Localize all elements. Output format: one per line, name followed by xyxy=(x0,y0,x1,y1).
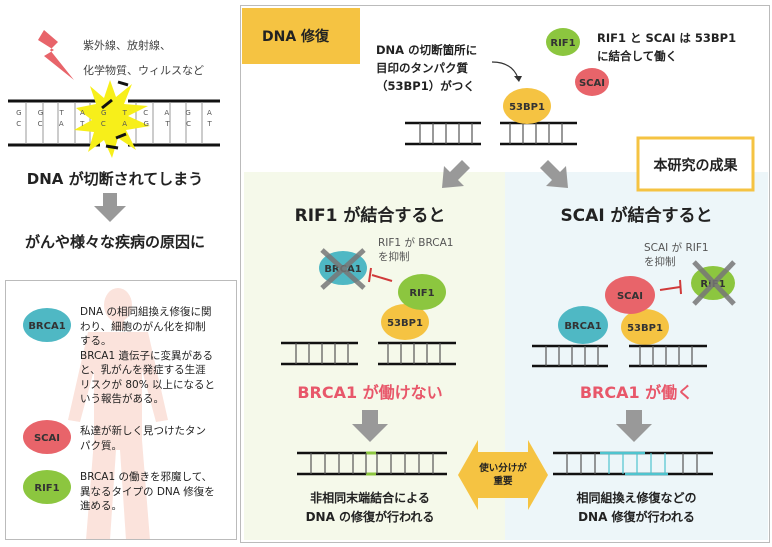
dna-base: A xyxy=(164,109,170,117)
right-status: BRCA1 が働く xyxy=(579,383,694,402)
legend-proteins: BRCA1 SCAI RIF1 xyxy=(23,308,71,504)
legend-line: DNA の相同組換え修復に関 xyxy=(80,306,212,318)
legend-line: BRCA1 の働きを邪魔して、 xyxy=(80,471,213,483)
right-heading: SCAI が結合すると xyxy=(560,206,713,226)
svg-text:SCAI: SCAI xyxy=(34,433,60,444)
dna-base: C xyxy=(100,120,106,128)
balance-line: 使い分けが xyxy=(479,463,527,474)
left-inhibit-text: RIF1 が BRCA1 を抑制 xyxy=(378,236,453,264)
right-outcome: 相同組換え修復などの DNA 修復が行われる xyxy=(505,489,768,527)
inhibit-line: RIF1 が BRCA1 xyxy=(378,237,454,249)
dna-base: C xyxy=(16,120,22,128)
right-inhibit-text: SCAI が RIF1 を抑制 xyxy=(644,241,709,269)
down-arrow-icon xyxy=(352,410,388,442)
svg-text:RIF1: RIF1 xyxy=(34,483,59,494)
legend-line: わり、細胞のがん化を抑制 xyxy=(80,320,206,333)
marker-text: DNA の切断箇所に 目印のタンパク質 （53BP1）がつく xyxy=(376,41,477,95)
marker-line: 目印のタンパク質 xyxy=(376,61,468,75)
svg-text:SCAI: SCAI xyxy=(579,78,605,89)
double-arrow-icon xyxy=(458,440,548,510)
legend-line: パク質。 xyxy=(80,439,122,452)
result-badge: 本研究の成果 xyxy=(653,158,738,174)
dna-base: T xyxy=(122,109,127,117)
legend-line: 進める。 xyxy=(80,500,122,512)
legend-line: 異なるタイプの DNA 修復を xyxy=(80,485,215,498)
svg-text:RIF1: RIF1 xyxy=(550,38,575,49)
dna-base: G xyxy=(16,109,22,117)
marker-line: DNA の切断箇所に xyxy=(376,43,478,57)
balance-line: 重要 xyxy=(493,476,513,487)
dna-base: T xyxy=(59,109,64,117)
right-pathway-panel xyxy=(505,172,768,540)
down-arrow-icon xyxy=(94,193,126,222)
legend-line: する。 xyxy=(80,335,112,347)
repair-title: DNA 修復 xyxy=(262,29,330,45)
dna-base: G xyxy=(37,109,44,117)
svg-text:SCAI: SCAI xyxy=(617,291,643,302)
crossed-out-icon xyxy=(692,260,736,306)
inhibit-icon xyxy=(368,267,393,283)
dna-base: G xyxy=(143,120,149,128)
svg-text:53BP1: 53BP1 xyxy=(627,323,663,334)
lightning-icon xyxy=(38,30,74,80)
dna-base: A xyxy=(207,109,212,117)
arrow-down-left-icon xyxy=(442,160,470,188)
down-arrow-icon xyxy=(616,410,652,442)
binding-line: RIF1 と SCAI は 53BP1 xyxy=(597,31,737,45)
svg-text:53BP1: 53BP1 xyxy=(509,102,545,113)
binding-text: RIF1 と SCAI は 53BP1 に結合して働く xyxy=(597,29,736,65)
break-starburst-icon xyxy=(74,80,150,158)
inhibit-line: を抑制 xyxy=(378,251,410,263)
dna-cut-text: DNA が切断されてしまう xyxy=(26,170,204,188)
legend-box xyxy=(5,280,237,540)
dna-base: G xyxy=(185,109,191,117)
binding-line: に結合して働く xyxy=(597,49,678,63)
dna-ladder-broken xyxy=(8,99,220,147)
causes-line-1: 紫外線、放射線、 xyxy=(83,39,171,52)
dna-base: T xyxy=(207,120,212,128)
human-silhouette xyxy=(68,288,168,540)
inhibit-line: を抑制 xyxy=(644,256,676,268)
balance-text: 使い分けが 重要 xyxy=(470,462,536,488)
left-heading: RIF1 が結合すると xyxy=(294,206,446,226)
marker-line: （53BP1）がつく xyxy=(376,79,475,93)
legend-line: 私達が新しく見つけたタン xyxy=(80,425,206,437)
legend-rif1-text: BRCA1 の働きを邪魔して、 異なるタイプの DNA 修復を 進める。 xyxy=(80,470,215,514)
outcome-line: 相同組換え修復などの xyxy=(576,491,697,505)
dna-base: C xyxy=(143,109,149,117)
left-outcome: 非相同末端結合による DNA の修復が行われる xyxy=(244,489,496,527)
outcome-line: DNA の修復が行われる xyxy=(305,510,435,524)
dna-base: A xyxy=(122,120,128,128)
legend-scai-text: 私達が新しく見つけたタン パク質。 xyxy=(80,424,206,453)
dna-base: T xyxy=(165,120,170,128)
crossed-out-icon xyxy=(320,248,366,290)
legend-line: BRCA1 遺伝子に変異がある xyxy=(80,349,214,362)
arrow-down-right-icon xyxy=(540,160,568,188)
outcome-line: 非相同末端結合による xyxy=(310,491,430,505)
dna-base: A xyxy=(58,120,64,128)
svg-text:RIF1: RIF1 xyxy=(409,288,434,299)
outcome-line: DNA 修復が行われる xyxy=(578,510,695,524)
inhibit-icon xyxy=(659,279,682,295)
svg-text:53BP1: 53BP1 xyxy=(387,318,423,329)
dna-base: C xyxy=(186,120,191,128)
causes-line-2: 化学物質、ウィルスなど xyxy=(83,64,204,77)
legend-line: リスクが 80% 以上になると xyxy=(80,378,216,391)
legend-line: いう報告がある。 xyxy=(80,393,164,405)
disease-cause-text: がんや様々な疾病の原因に xyxy=(24,233,205,251)
svg-text:BRCA1: BRCA1 xyxy=(564,321,601,332)
left-status: BRCA1 が働けない xyxy=(297,383,443,402)
dna-base: T xyxy=(80,120,85,128)
dna-base: A xyxy=(79,109,85,117)
inhibit-line: SCAI が RIF1 xyxy=(644,242,709,254)
legend-brca1-text: DNA の相同組換え修復に関 わり、細胞のがん化を抑制 する。 BRCA1 遺伝子に変… xyxy=(80,305,215,407)
dna-base: C xyxy=(37,120,43,128)
svg-text:BRCA1: BRCA1 xyxy=(28,321,65,332)
legend-line: と、乳がんを発症する生涯 xyxy=(80,364,206,376)
dna-base: G xyxy=(101,109,107,117)
